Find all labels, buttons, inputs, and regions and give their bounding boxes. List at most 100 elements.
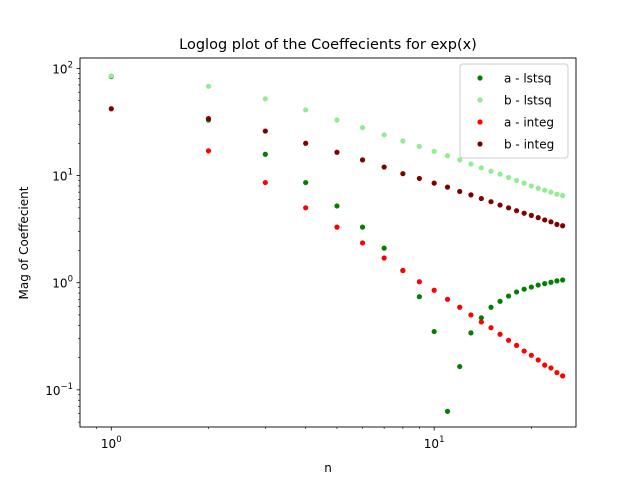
series-2 (205, 148, 566, 379)
data-point (528, 212, 534, 218)
x-axis-label: n (324, 461, 332, 475)
data-point (381, 132, 387, 138)
data-point (505, 337, 512, 343)
legend-label: b - integ (504, 138, 554, 152)
data-point (488, 168, 494, 174)
legend-label: a - integ (504, 116, 554, 130)
data-point (505, 293, 512, 299)
data-point (478, 165, 484, 171)
data-point (334, 117, 340, 123)
data-point (457, 304, 463, 310)
data-point (488, 199, 494, 205)
series-3 (108, 106, 566, 229)
data-point (359, 224, 366, 230)
data-point (535, 282, 541, 288)
data-point (431, 287, 437, 293)
data-point (513, 208, 520, 214)
data-point (431, 328, 437, 335)
data-point (303, 205, 309, 211)
data-point (478, 195, 484, 202)
data-point (542, 187, 548, 193)
data-point (513, 177, 520, 184)
y-tick-label: 102 (52, 60, 73, 76)
data-point (359, 240, 366, 246)
x-tick-label: 101 (424, 435, 445, 451)
data-point (554, 369, 560, 376)
data-point (548, 279, 554, 285)
data-point (262, 96, 268, 102)
data-point (497, 202, 503, 208)
data-point (262, 128, 268, 134)
legend-marker (477, 75, 483, 81)
data-point (400, 267, 406, 274)
data-point (303, 179, 309, 186)
y-axis-label: Mag of Coeffecient (17, 186, 31, 299)
data-point (535, 215, 541, 221)
plot-area (108, 73, 566, 414)
y-tick-label: 100 (52, 275, 73, 291)
data-point (416, 143, 422, 150)
data-point (560, 223, 566, 229)
data-point (497, 171, 503, 177)
legend-box (459, 63, 569, 159)
legend-label: b - lstsq (504, 94, 552, 108)
y-tick-label: 10−1 (45, 382, 73, 398)
data-point (468, 161, 474, 167)
data-point (205, 115, 212, 122)
data-point (400, 171, 406, 177)
chart-title: Loglog plot of the Coeffecients for exp(… (179, 37, 477, 53)
data-point (521, 286, 527, 292)
series-1 (108, 73, 566, 199)
data-point (381, 255, 387, 261)
data-point (468, 330, 474, 336)
data-point (416, 175, 422, 182)
data-point (478, 319, 484, 325)
data-point (548, 189, 554, 195)
data-point (497, 331, 503, 337)
data-point (560, 277, 566, 283)
data-point (535, 185, 541, 191)
data-point (444, 184, 451, 190)
data-point (513, 342, 520, 348)
data-point (359, 125, 366, 131)
data-point (108, 106, 114, 112)
data-point (444, 153, 451, 159)
data-point (468, 312, 474, 318)
data-point (560, 192, 566, 199)
data-point (488, 325, 494, 331)
data-point (431, 180, 437, 186)
y-tick-label: 101 (52, 168, 73, 184)
data-point (431, 148, 437, 154)
data-point (497, 298, 503, 304)
data-point (505, 205, 512, 211)
data-point (457, 157, 463, 163)
data-point (521, 180, 527, 186)
data-point (554, 191, 560, 197)
legend-marker (477, 119, 483, 125)
data-point (513, 289, 520, 295)
data-point (535, 357, 541, 363)
data-point (457, 363, 463, 370)
data-point (381, 245, 387, 251)
data-point (542, 362, 548, 368)
data-point (205, 83, 212, 89)
data-point (416, 279, 422, 285)
data-point (444, 296, 451, 302)
data-point (381, 164, 387, 170)
data-point (444, 408, 451, 414)
data-point (359, 157, 366, 163)
data-point (334, 203, 340, 209)
data-point (554, 278, 560, 284)
data-point (416, 294, 422, 300)
data-point (457, 188, 463, 195)
data-point (542, 281, 548, 287)
data-point (554, 221, 560, 227)
data-point (303, 107, 309, 113)
data-point (542, 217, 548, 223)
data-point (548, 219, 554, 225)
legend-marker (477, 97, 483, 103)
data-point (262, 151, 268, 157)
axes: 100 101 10−1 100 101 102 (45, 57, 577, 451)
data-point (560, 373, 566, 379)
